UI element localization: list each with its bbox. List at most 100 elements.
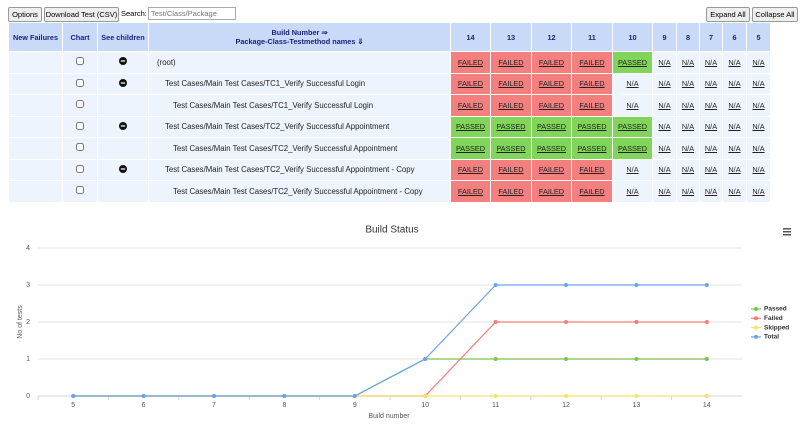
result-link[interactable]: N/A: [681, 186, 695, 196]
result-link[interactable]: N/A: [704, 143, 718, 153]
result-link[interactable]: PASSED: [536, 143, 567, 153]
result-link[interactable]: N/A: [658, 79, 671, 89]
result-link[interactable]: N/A: [728, 100, 741, 110]
result-link[interactable]: PASSED: [617, 143, 648, 153]
result-link[interactable]: FAILED: [457, 57, 484, 67]
result-link[interactable]: FAILED: [498, 165, 524, 175]
result-link[interactable]: PASSED: [617, 57, 648, 67]
result-link[interactable]: PASSED: [455, 122, 486, 132]
result-link[interactable]: N/A: [752, 122, 765, 132]
result-link[interactable]: N/A: [681, 165, 695, 175]
result-link[interactable]: PASSED: [536, 122, 567, 132]
chart-checkbox[interactable]: [76, 121, 84, 130]
header-build: 9: [652, 22, 677, 52]
result-link[interactable]: N/A: [728, 122, 741, 132]
expand-all-button[interactable]: Expand All: [706, 7, 750, 22]
result-link[interactable]: N/A: [681, 100, 695, 110]
result-link[interactable]: FAILED: [457, 165, 484, 175]
result-link[interactable]: PASSED: [577, 122, 607, 132]
result-link[interactable]: N/A: [728, 186, 741, 196]
data-point: [704, 357, 709, 361]
search-input[interactable]: [148, 7, 236, 20]
result-link[interactable]: N/A: [752, 79, 765, 89]
chart-checkbox[interactable]: [76, 78, 84, 87]
result-link[interactable]: N/A: [752, 186, 765, 196]
result-cell: PASSED: [612, 51, 653, 74]
result-link[interactable]: FAILED: [579, 165, 605, 175]
result-link[interactable]: PASSED: [496, 122, 526, 132]
download-button[interactable]: Download Test (CSV): [44, 7, 119, 22]
chart-checkbox[interactable]: [76, 143, 84, 152]
chart-checkbox[interactable]: [76, 186, 84, 195]
options-button[interactable]: Options: [8, 7, 42, 22]
result-link[interactable]: PASSED: [455, 143, 486, 153]
result-link[interactable]: N/A: [658, 165, 671, 175]
result-link[interactable]: N/A: [681, 79, 695, 89]
result-link[interactable]: FAILED: [579, 100, 605, 110]
result-link[interactable]: FAILED: [579, 186, 605, 196]
result-link[interactable]: N/A: [704, 100, 718, 110]
chart-checkbox[interactable]: [76, 100, 84, 109]
result-link[interactable]: N/A: [626, 186, 639, 196]
result-link[interactable]: N/A: [728, 79, 741, 89]
result-link[interactable]: FAILED: [538, 79, 565, 89]
result-link[interactable]: FAILED: [498, 186, 524, 196]
result-link[interactable]: N/A: [752, 143, 765, 153]
result-link[interactable]: N/A: [704, 165, 718, 175]
result-link[interactable]: FAILED: [579, 79, 605, 89]
collapse-icon[interactable]: [119, 164, 127, 173]
result-link[interactable]: N/A: [728, 143, 741, 153]
result-cell: N/A: [722, 158, 747, 181]
result-link[interactable]: FAILED: [538, 100, 565, 110]
legend-marker: [754, 334, 758, 339]
result-link[interactable]: N/A: [728, 165, 741, 175]
result-link[interactable]: N/A: [704, 57, 718, 67]
result-link[interactable]: N/A: [681, 57, 695, 67]
result-link[interactable]: N/A: [752, 100, 765, 110]
y-tick-label: 4: [26, 245, 30, 252]
result-link[interactable]: FAILED: [457, 186, 484, 196]
x-tick-label: 5: [71, 402, 75, 409]
collapse-icon[interactable]: [119, 121, 127, 130]
result-link[interactable]: N/A: [658, 100, 671, 110]
result-link[interactable]: N/A: [626, 165, 639, 175]
data-point: [634, 283, 639, 287]
collapse-icon[interactable]: [119, 57, 127, 66]
result-link[interactable]: N/A: [704, 186, 718, 196]
result-link[interactable]: FAILED: [538, 57, 565, 67]
result-link[interactable]: N/A: [658, 186, 671, 196]
collapse-icon[interactable]: [119, 78, 127, 87]
result-link[interactable]: FAILED: [457, 79, 484, 89]
header-new-failures: New Failures: [8, 22, 63, 52]
result-link[interactable]: FAILED: [457, 100, 484, 110]
result-link[interactable]: N/A: [658, 122, 671, 132]
menu-icon[interactable]: [783, 228, 791, 236]
result-link[interactable]: FAILED: [498, 57, 524, 67]
result-link[interactable]: N/A: [626, 79, 639, 89]
result-link[interactable]: N/A: [658, 143, 671, 153]
result-link[interactable]: FAILED: [498, 100, 524, 110]
test-name: Test Cases/Main Test Cases/TC1_Verify Su…: [148, 72, 451, 95]
result-link[interactable]: PASSED: [496, 143, 526, 153]
chart-checkbox[interactable]: [76, 57, 84, 66]
result-link[interactable]: N/A: [658, 57, 671, 67]
result-link[interactable]: FAILED: [498, 79, 524, 89]
collapse-all-button[interactable]: Collapse All: [752, 7, 798, 22]
result-link[interactable]: N/A: [752, 57, 765, 67]
result-cell: N/A: [722, 94, 747, 117]
result-link[interactable]: FAILED: [579, 57, 605, 67]
result-link[interactable]: N/A: [752, 165, 765, 175]
result-link[interactable]: N/A: [681, 122, 695, 132]
data-point: [423, 357, 428, 361]
chart-checkbox[interactable]: [76, 164, 84, 173]
result-cell: FAILED: [531, 180, 572, 203]
result-link[interactable]: N/A: [728, 57, 741, 67]
result-link[interactable]: PASSED: [617, 122, 648, 132]
result-link[interactable]: N/A: [704, 79, 718, 89]
result-link[interactable]: PASSED: [577, 143, 607, 153]
result-link[interactable]: FAILED: [538, 186, 565, 196]
result-link[interactable]: N/A: [681, 143, 695, 153]
result-link[interactable]: N/A: [626, 100, 639, 110]
result-link[interactable]: FAILED: [538, 165, 565, 175]
result-link[interactable]: N/A: [704, 122, 718, 132]
